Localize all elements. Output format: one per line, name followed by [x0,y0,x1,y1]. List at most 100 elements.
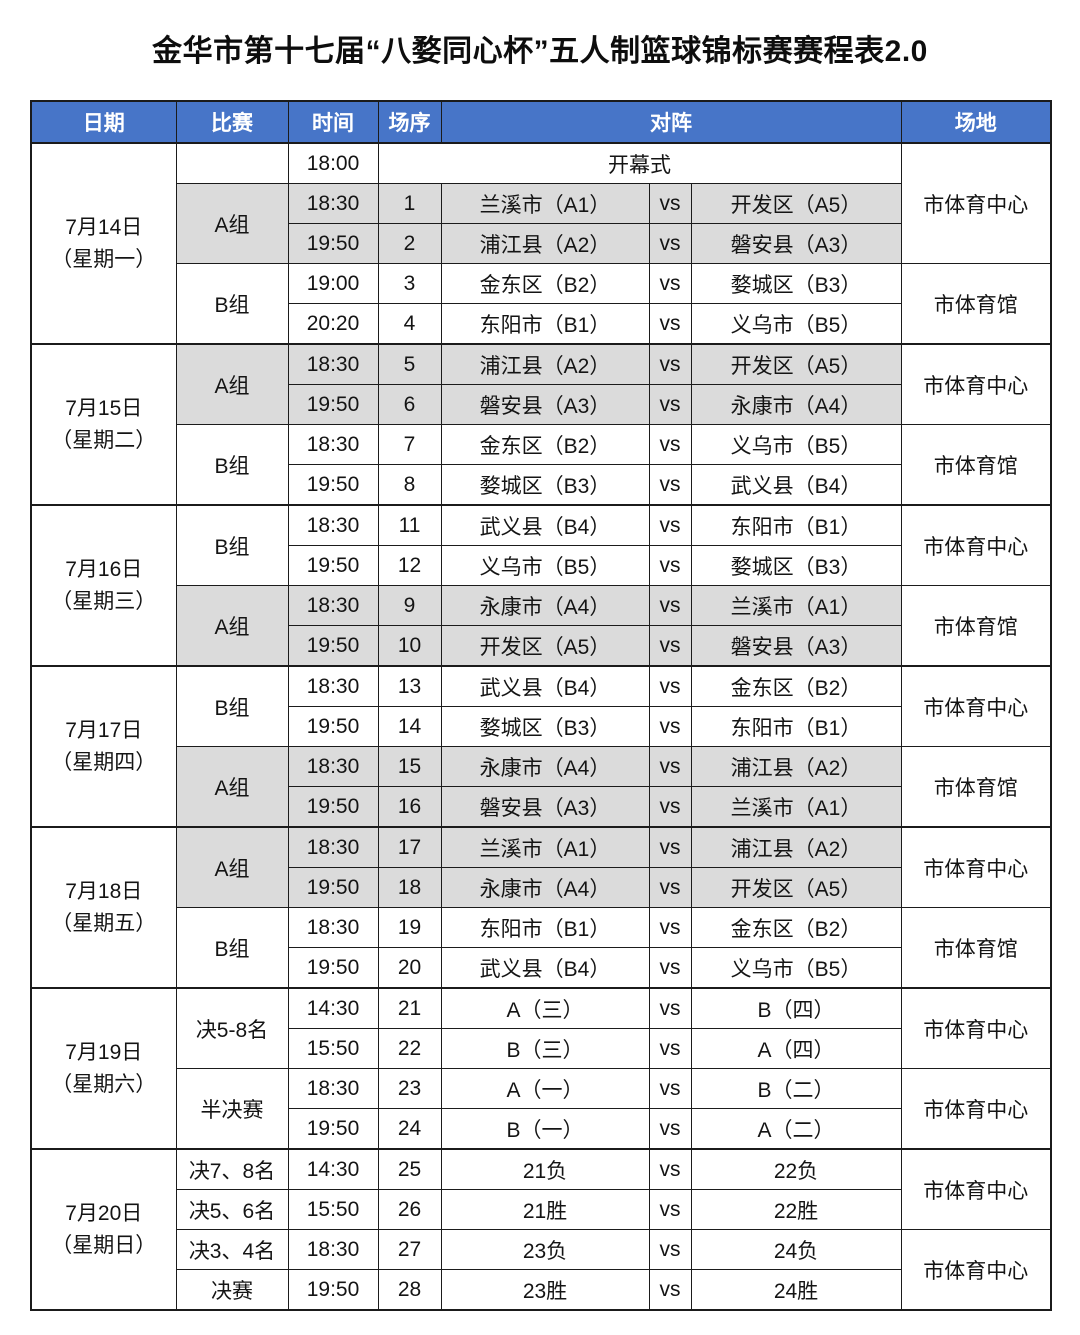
match-no-cell: 13 [377,665,442,707]
date-cell: 7月14日 （星期一） [30,142,177,345]
home-team-cell: 武义县（B4） [440,504,650,546]
schedule-row: A组 18:30 1 兰溪市（A1） vs 开发区（A5） [31,183,1051,264]
home-team-cell: 兰溪市（A1） [440,183,650,224]
schedule-row: 7月15日 （星期二） A组 18:30 5 浦江县（A2） vs 开发区（A5） 市体育中心 [30,343,1052,506]
away-team-cell: 东阳市（B1） [690,706,902,747]
vs-cell: vs [648,1148,692,1190]
match-no-cell: 15 [377,746,442,787]
weekday-text: （星期四） [51,750,157,774]
venue-cell: 市体育馆 [900,424,1052,506]
home-team-cell: 东阳市（B1） [440,907,650,948]
column-header: 比赛 [175,100,289,144]
schedule-row: 19:50 6 磐安县（A3） vs 永康市（A4） [31,384,1051,425]
time-cell: 19:50 [287,706,379,747]
group-cell: 决3、4名 [175,1229,289,1270]
date-text: 7月15日 [65,396,143,420]
schedule-row: 决5、6名 15:50 26 21胜 vs 22胜 [31,1189,1051,1230]
time-cell: 14:30 [287,987,379,1029]
schedule-row: 决3、4名 18:30 27 23负 vs 24负 市体育中心 [31,1229,1052,1311]
page-title: 金华市第十七届“八婺同心杯”五人制篮球锦标赛赛程表2.0 [152,35,928,68]
time-cell: 18:30 [287,1068,379,1109]
home-team-cell: 23负 [440,1229,650,1270]
vs-cell: vs [648,706,692,747]
time-cell: 18:30 [287,665,379,707]
vs-cell: vs [648,545,692,586]
column-header: 场地 [900,100,1052,144]
match-no-cell: 8 [377,464,442,506]
venue-cell: 市体育中心 [900,1148,1052,1230]
match-no-cell: 22 [377,1028,442,1069]
away-team-cell: 22负 [690,1148,902,1190]
date-text: 7月18日 [65,879,143,903]
vs-cell: vs [648,1229,692,1270]
home-team-cell: 磐安县（A3） [440,786,650,828]
schedule-row: 半决赛 18:30 23 A（一） vs B（二） 市体育中心 [31,1068,1052,1150]
schedule-row: 15:50 22 B（三） vs A（四） [31,1028,1051,1069]
home-team-cell: B（三） [440,1028,650,1069]
away-team-cell: 22胜 [690,1189,902,1230]
schedule-row: 19:50 12 义乌市（B5） vs 婺城区（B3） [31,545,1051,586]
away-team-cell: 金东区（B2） [690,665,902,707]
home-team-cell: A（一） [440,1068,650,1109]
away-team-cell: 兰溪市（A1） [690,786,902,828]
vs-cell: vs [648,947,692,989]
away-team-cell: 开发区（A5） [690,183,902,224]
column-header: 场序 [377,100,442,144]
venue-cell: 市体育中心 [900,1068,1052,1150]
time-cell: 18:30 [287,343,379,385]
home-team-cell: 永康市（A4） [440,746,650,787]
home-team-cell: 婺城区（B3） [440,706,650,747]
time-cell: 19:50 [287,947,379,989]
vs-cell: vs [648,183,692,224]
group-cell: B组 [175,424,289,506]
venue-cell: 市体育中心 [900,826,1052,908]
away-team-cell: 24负 [690,1229,902,1270]
vs-cell: vs [648,585,692,626]
match-no-cell: 14 [377,706,442,747]
group-cell: A组 [175,826,289,908]
column-header: 对阵 [440,100,902,144]
away-team-cell: 义乌市（B5） [690,424,902,465]
date-cell: 7月16日 （星期三） [30,504,177,667]
venue-cell: 市体育馆 [900,263,1052,345]
group-cell: A组 [175,343,289,425]
away-team-cell: A（二） [690,1108,902,1150]
time-cell: 18:30 [287,907,379,948]
schedule-row: 20:20 4 东阳市（B1） vs 义乌市（B5） [31,303,1051,345]
vs-cell: vs [648,464,692,506]
vs-cell: vs [648,303,692,345]
home-team-cell: 婺城区（B3） [440,464,650,506]
time-cell: 18:30 [287,183,379,224]
match-no-cell: 17 [377,826,442,868]
time-cell: 19:00 [287,263,379,304]
away-team-cell: 磐安县（A3） [690,223,902,264]
schedule-row: B组 18:30 7 金东区（B2） vs 义乌市（B5） 市体育馆 [31,424,1052,506]
schedule-row: B组 19:00 3 金东区（B2） vs 婺城区（B3） 市体育馆 [31,263,1052,345]
column-header: 日期 [30,100,177,144]
time-cell: 19:50 [287,625,379,667]
schedule-row: 19:50 2 浦江县（A2） vs 磐安县（A3） [31,223,1051,264]
venue-cell: 市体育中心 [900,1229,1052,1311]
match-no-cell: 5 [377,343,442,385]
date-cell: 7月20日 （星期日） [30,1148,177,1311]
away-team-cell: 24胜 [690,1269,902,1311]
away-team-cell: 开发区（A5） [690,343,902,385]
time-cell: 18:30 [287,585,379,626]
match-no-cell: 19 [377,907,442,948]
home-team-cell: 21胜 [440,1189,650,1230]
date-text: 7月16日 [65,557,143,581]
match-no-cell: 28 [377,1269,442,1311]
weekday-text: （星期六） [51,1072,157,1096]
time-cell: 19:50 [287,786,379,828]
away-team-cell: 兰溪市（A1） [690,585,902,626]
home-team-cell: 金东区（B2） [440,263,650,304]
venue-cell: 市体育馆 [900,907,1052,989]
group-cell: B组 [175,907,289,989]
time-cell: 19:50 [287,867,379,908]
match-no-cell: 10 [377,625,442,667]
time-cell: 18:30 [287,424,379,465]
schedule-row: 7月20日 （星期日） 决7、8名 14:30 25 21负 vs 22负 市体育中心 [30,1148,1052,1311]
match-no-cell: 2 [377,223,442,264]
vs-cell: vs [648,746,692,787]
